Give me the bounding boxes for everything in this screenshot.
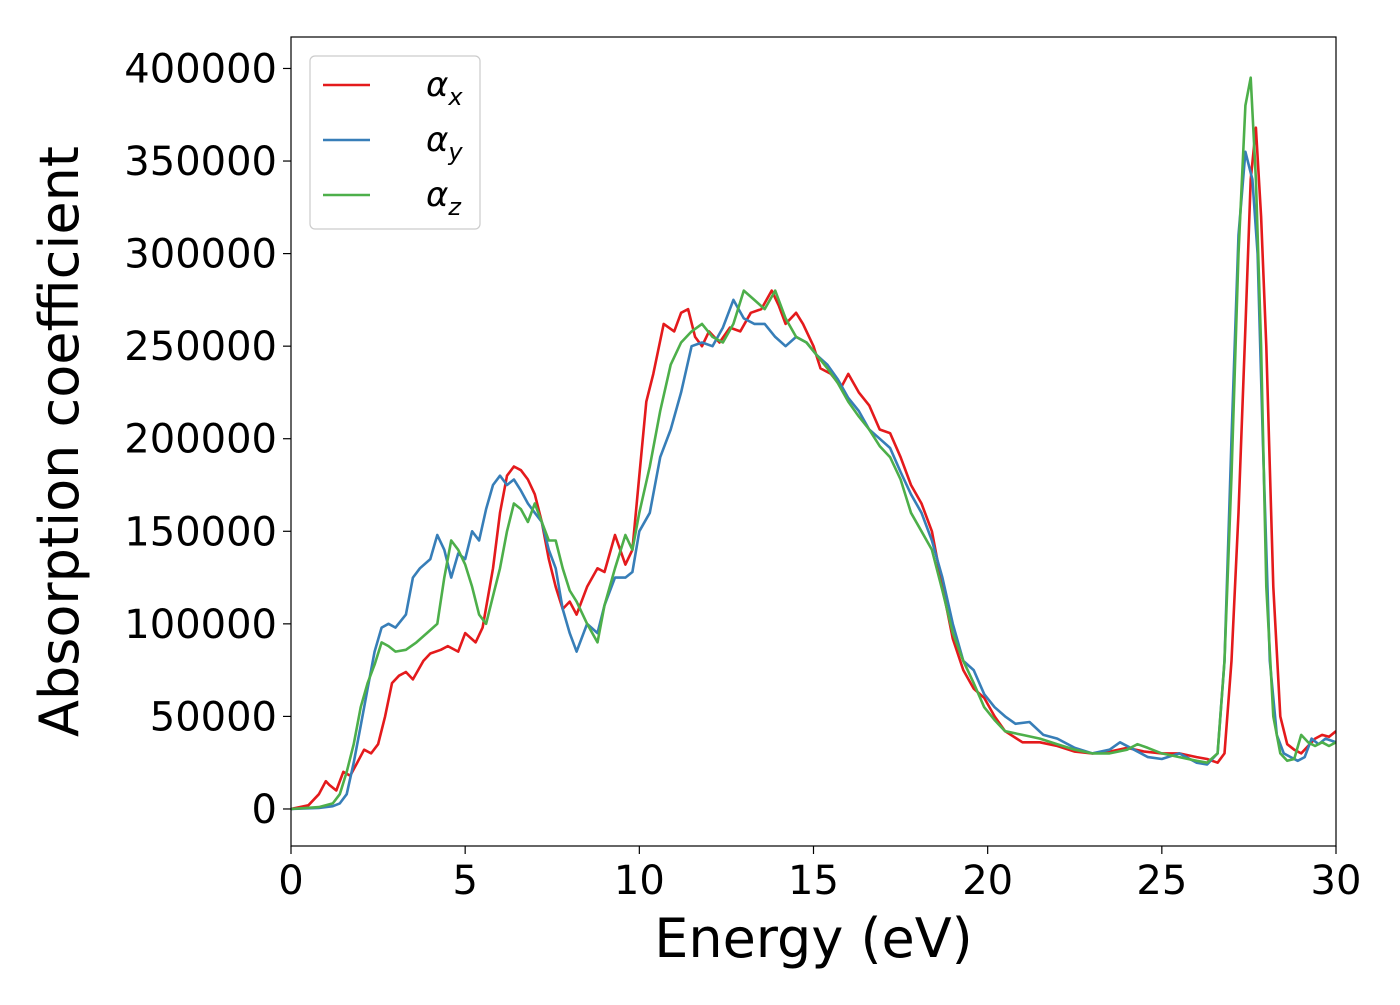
y-tick-label: 250000 bbox=[124, 324, 277, 370]
legend-label-base: α bbox=[426, 120, 448, 160]
legend-label-base: α bbox=[426, 65, 448, 105]
x-tick-label: 10 bbox=[614, 858, 665, 904]
x-tick-label: 25 bbox=[1136, 858, 1187, 904]
legend-label-z: αz bbox=[426, 175, 462, 221]
series-line-x bbox=[291, 126, 1336, 811]
x-tick-label: 20 bbox=[962, 858, 1013, 904]
y-tick-label: 100000 bbox=[124, 602, 277, 648]
series-layer bbox=[291, 76, 1336, 811]
y-tick-label: 200000 bbox=[124, 417, 277, 463]
tick-layer: 0 5 10 15 20 25 30 0 50000 100000 150000 200000 2500… bbox=[124, 46, 1361, 904]
y-tick-label: 50000 bbox=[150, 694, 277, 740]
y-tick-label: 400000 bbox=[124, 46, 277, 92]
x-axis-title: Energy (eV) bbox=[654, 907, 973, 970]
x-tick-label: 5 bbox=[452, 858, 477, 904]
legend-label-subscript: y bbox=[447, 138, 463, 166]
legend-label-x: αx bbox=[426, 65, 463, 111]
y-tick-label: 350000 bbox=[124, 139, 277, 185]
series-line-z bbox=[291, 76, 1336, 811]
y-tick-label: 300000 bbox=[124, 232, 277, 278]
legend-label-subscript: z bbox=[447, 193, 462, 221]
series-line-y bbox=[291, 150, 1336, 811]
legend-label-base: α bbox=[426, 175, 448, 215]
legend-box bbox=[309, 55, 481, 230]
y-tick-label: 150000 bbox=[124, 509, 277, 555]
legend-label-subscript: x bbox=[447, 83, 463, 111]
y-tick-label: 0 bbox=[252, 787, 277, 833]
x-tick-label: 15 bbox=[788, 858, 839, 904]
x-tick-label: 30 bbox=[1311, 858, 1362, 904]
x-tick-label: 0 bbox=[278, 858, 303, 904]
y-axis-title: Absorption coefficient bbox=[28, 146, 91, 737]
legend-label-y: αy bbox=[426, 120, 463, 166]
